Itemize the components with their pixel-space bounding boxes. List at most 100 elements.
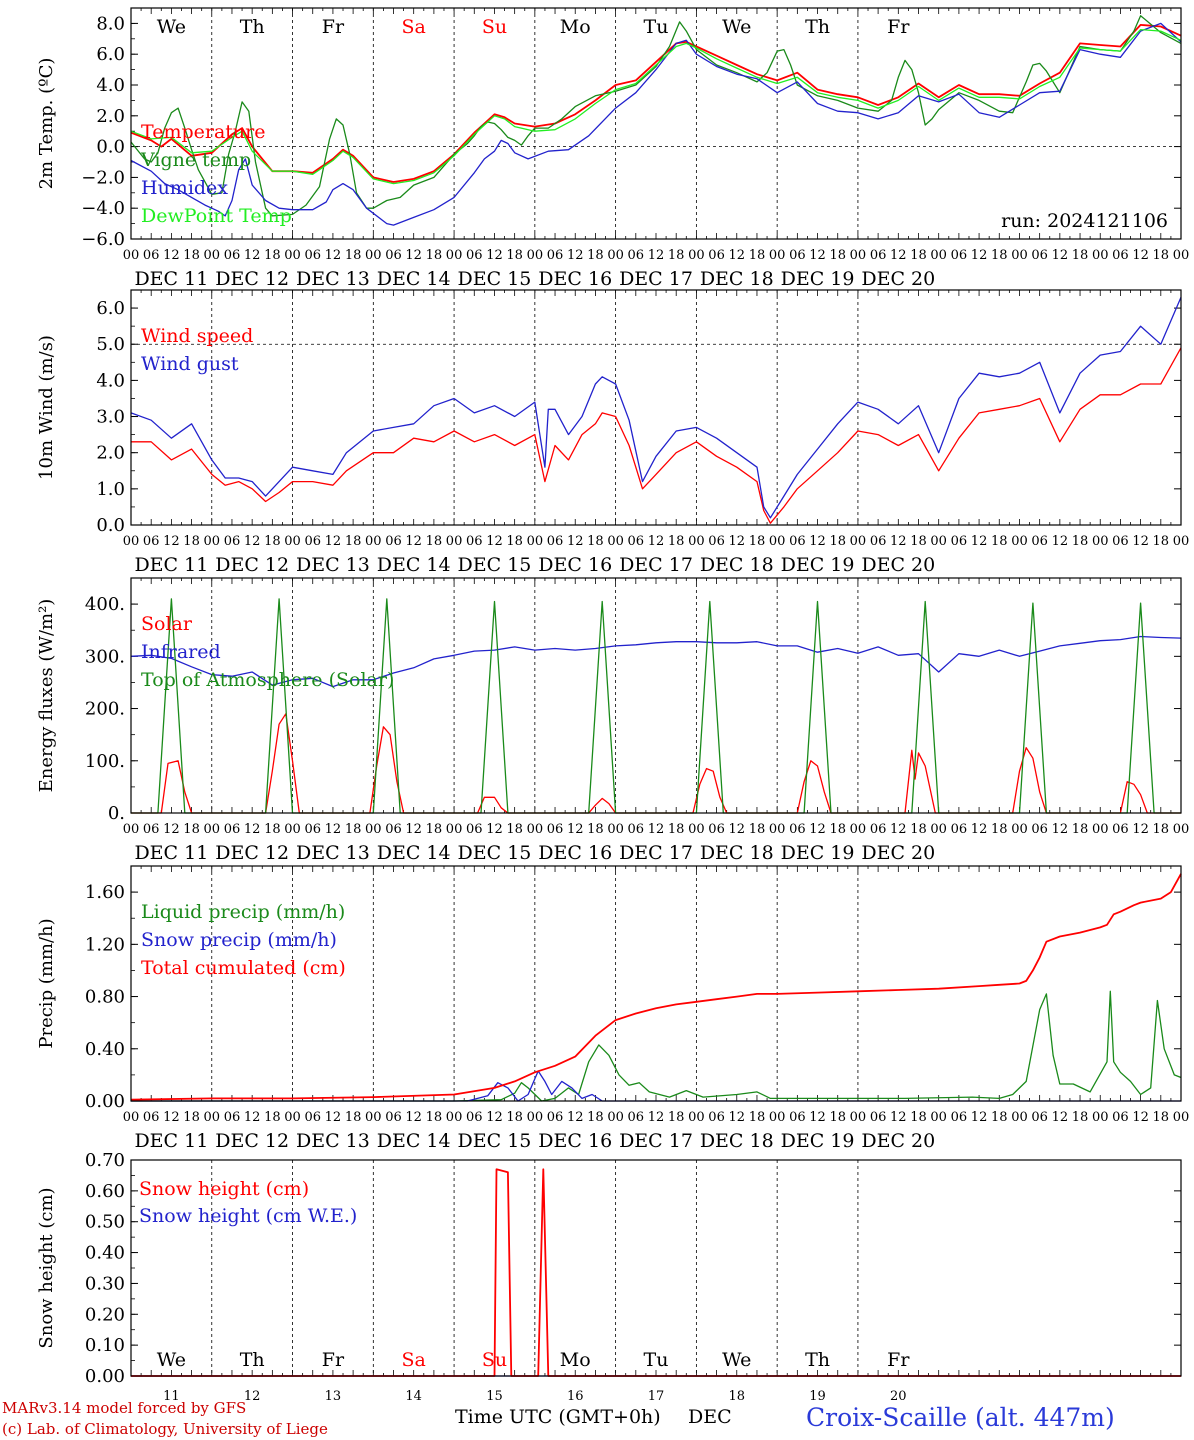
weekday-label: Fr [887, 1349, 910, 1371]
hour-label: 18 [345, 248, 362, 263]
y-tick-label: 6.0 [96, 44, 125, 65]
day-number: 14 [405, 1389, 422, 1404]
hour-label: 06 [143, 1110, 160, 1125]
hour-label: 18 [991, 1110, 1008, 1125]
weekday-label: Mo [560, 1349, 591, 1371]
hour-label: 12 [890, 1110, 907, 1125]
hour-label: 06 [1031, 1110, 1048, 1125]
hour-label: 18 [506, 822, 523, 837]
hour-label: 12 [405, 534, 422, 549]
series-top-of-atmosphere-solar [131, 598, 1181, 814]
legend-infrared: Infrared [141, 641, 221, 663]
hour-label: 18 [749, 1110, 766, 1125]
date-label: DEC 14 [377, 1130, 451, 1152]
date-label: DEC 20 [861, 554, 935, 576]
weekday-label: Th [805, 1349, 830, 1371]
plot-frame [130, 7, 1182, 240]
date-label: DEC 13 [296, 1130, 370, 1152]
date-label: DEC 15 [458, 1130, 532, 1152]
weekday-label: We [157, 1349, 186, 1371]
hour-label: 12 [648, 1110, 665, 1125]
hour-label: 00 [1173, 248, 1190, 263]
hour-label: 00 [1011, 822, 1028, 837]
date-label: DEC 17 [619, 842, 693, 864]
legend-total-cumulated-cm: Total cumulated (cm) [141, 957, 346, 979]
legend-wind-gust: Wind gust [141, 353, 239, 375]
date-label: DEC 13 [296, 554, 370, 576]
y-tick-label: 3.0 [96, 407, 125, 428]
hour-label: 06 [1031, 534, 1048, 549]
day-number: 20 [890, 1389, 907, 1404]
time-axis-label: Time UTC (GMT+0h) [455, 1406, 661, 1428]
hour-label: 12 [486, 1110, 503, 1125]
hour-label: 12 [728, 1110, 745, 1125]
hour-label: 06 [628, 534, 645, 549]
day-number: 16 [567, 1389, 584, 1404]
hour-label: 06 [789, 1110, 806, 1125]
hour-label: 18 [426, 822, 443, 837]
hour-label: 12 [890, 248, 907, 263]
hour-label: 00 [446, 534, 463, 549]
hour-label: 00 [203, 248, 220, 263]
hour-label: 12 [325, 534, 342, 549]
legend-top-of-atmosphere-solar: Top of Atmosphere (Solar) [141, 669, 394, 691]
legend-solar: Solar [141, 613, 193, 635]
hour-label: 00 [850, 1110, 867, 1125]
hour-label: 06 [143, 534, 160, 549]
date-label: DEC 14 [377, 842, 451, 864]
date-label: DEC 11 [134, 554, 208, 576]
y-tick-label: 0.50 [85, 1212, 125, 1233]
hour-label: 12 [728, 248, 745, 263]
hour-label: 00 [123, 248, 140, 263]
hour-label: 18 [183, 248, 200, 263]
date-label: DEC 19 [781, 1130, 855, 1152]
y-tick-label: −2.0 [81, 167, 125, 188]
plot-frame [130, 865, 1182, 1102]
hour-label: 12 [244, 1110, 261, 1125]
y-tick-label: 0.60 [85, 1181, 125, 1202]
hour-label: 00 [365, 822, 382, 837]
date-label: DEC 11 [134, 268, 208, 290]
y-tick-label: 1.0 [96, 479, 125, 500]
panel-2: 0.0 1.0 2.0 3.0 4.0 5.0 6.0 10m Wind (m/s) Wind … [36, 289, 1190, 576]
weekday-label: Mo [560, 16, 591, 38]
hour-label: 06 [304, 822, 321, 837]
hour-label: 18 [264, 822, 281, 837]
y-tick-label: 1.60 [85, 882, 125, 903]
date-label: DEC 18 [700, 268, 774, 290]
hour-label: 18 [829, 822, 846, 837]
hour-label: 18 [264, 534, 281, 549]
date-label: DEC 18 [700, 1130, 774, 1152]
hour-label: 06 [224, 1110, 241, 1125]
hour-label: 12 [405, 822, 422, 837]
hour-label: 00 [446, 822, 463, 837]
y-axis-title: Precip (mm/h) [36, 918, 57, 1048]
hour-label: 06 [708, 248, 725, 263]
y-tick-label: 2.0 [96, 106, 125, 127]
weekday-label: Tu [644, 1349, 669, 1371]
hour-label: 06 [628, 822, 645, 837]
hour-label: 18 [264, 248, 281, 263]
hour-label: 06 [708, 534, 725, 549]
y-tick-label: 4.0 [96, 370, 125, 391]
hour-label: 00 [1092, 1110, 1109, 1125]
hour-label: 06 [951, 822, 968, 837]
hour-label: 00 [930, 534, 947, 549]
hour-label: 18 [426, 1110, 443, 1125]
weekday-label: We [722, 16, 751, 38]
hour-label: 18 [668, 534, 685, 549]
date-label: DEC 20 [861, 1130, 935, 1152]
plot-frame [130, 1159, 1182, 1377]
weekday-label: Fr [322, 16, 345, 38]
y-tick-label: 2.0 [96, 443, 125, 464]
y-tick-label: 0.30 [85, 1273, 125, 1294]
hour-label: 00 [446, 1110, 463, 1125]
date-label: DEC 17 [619, 268, 693, 290]
legend-wind-speed: Wind speed [141, 325, 253, 347]
weekday-label: Th [240, 16, 265, 38]
hour-label: 06 [547, 248, 564, 263]
series-snow-height-cm [131, 1168, 1181, 1377]
hour-label: 06 [547, 534, 564, 549]
hour-label: 00 [1173, 534, 1190, 549]
